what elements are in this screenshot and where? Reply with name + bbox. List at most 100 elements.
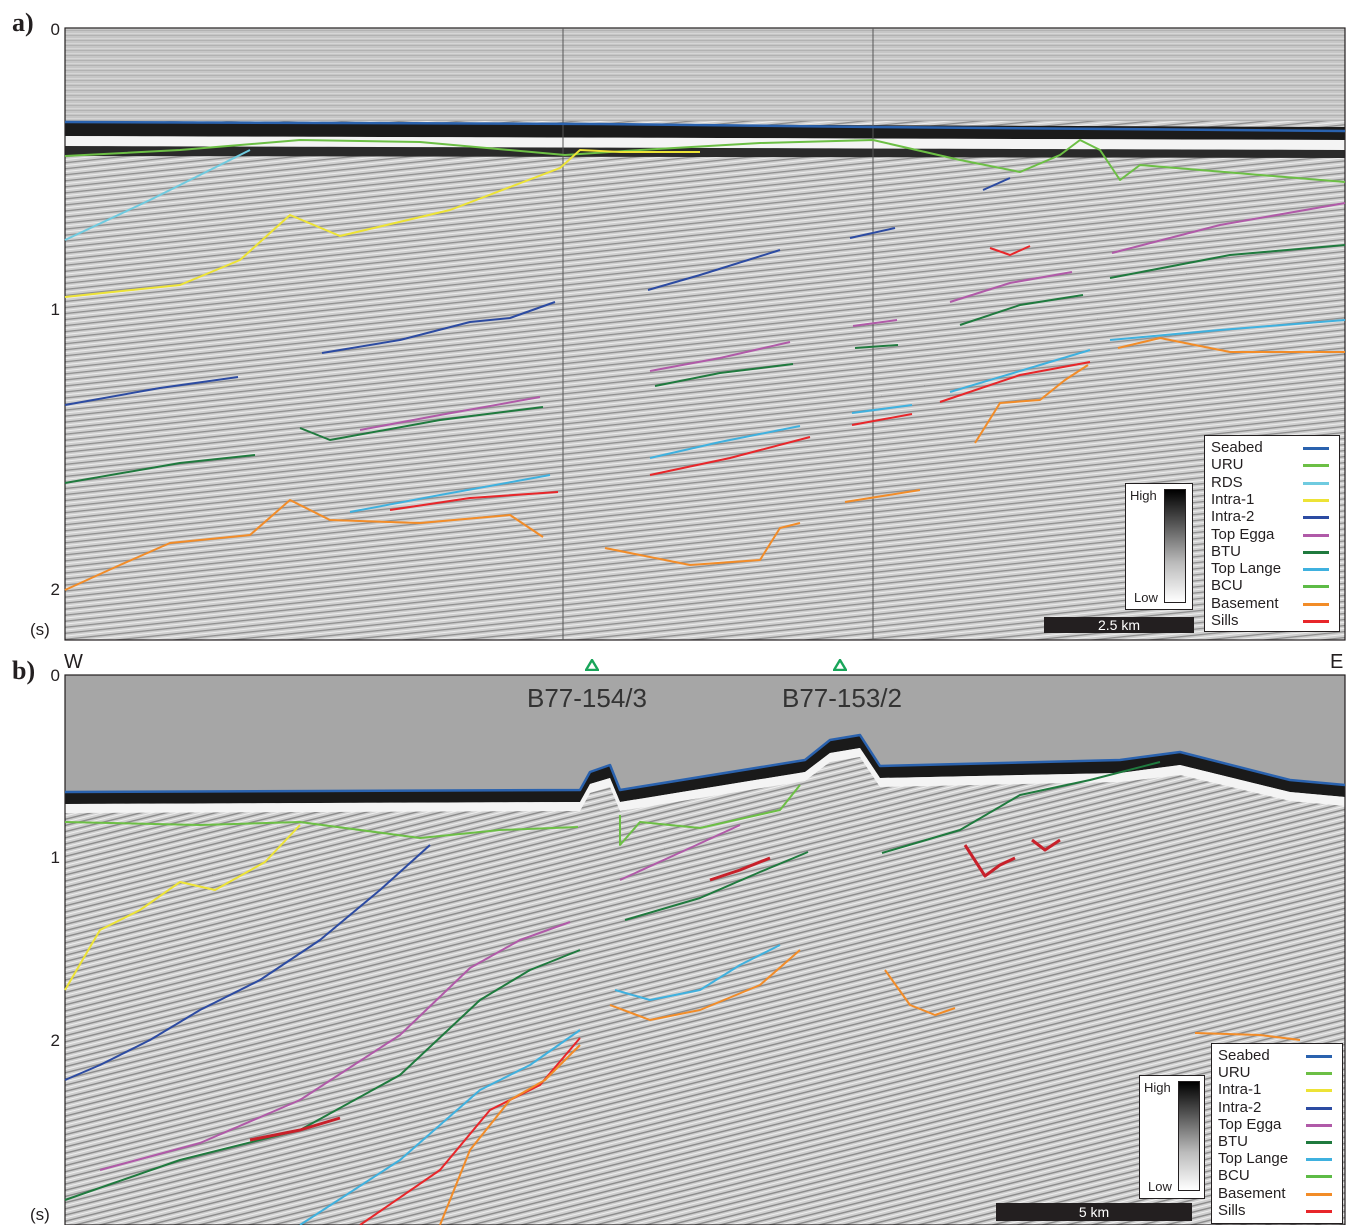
panel-a-colorbar-gradient <box>1164 489 1186 603</box>
horizon-btu-b3 <box>881 761 1161 854</box>
horizon-intra1-a <box>64 149 700 298</box>
horizon-btu-a1 <box>64 454 256 484</box>
legend-item: Seabed <box>1218 1047 1270 1064</box>
legend-item-label: BCU <box>1211 577 1243 595</box>
horizon-seabed-a <box>64 120 1346 133</box>
panel-a-tick-1: 1 <box>50 300 60 319</box>
horizon-basement-a2 <box>604 522 801 566</box>
panel-a-section <box>64 27 1346 641</box>
legend-item-label: Basement <box>1211 594 1279 612</box>
legend-swatch <box>1303 550 1329 554</box>
panel-b-colorbar: High Low <box>1139 1075 1205 1199</box>
legend-item-label: Top Lange <box>1218 1150 1289 1168</box>
horizon-sills-b5 <box>1031 838 1061 852</box>
horizon-intra2-a4 <box>849 227 896 239</box>
legend-item-label: BTU <box>1211 542 1241 560</box>
well-label-b77-154-3: B77-154/3 <box>527 683 647 713</box>
panel-b-legend: Seabed URU Intra-1 Intra-2 Top Egga BTU Top La… <box>1211 1043 1343 1224</box>
legend-swatch <box>1303 464 1329 468</box>
panel-a-legend: Seabed URU RDS Intra-1 Intra-2 Top Egga BTU Top… <box>1204 435 1340 632</box>
legend-item-label: BTU <box>1218 1133 1248 1150</box>
legend-item: BTU <box>1218 1133 1248 1150</box>
legend-item-label: RDS <box>1211 473 1243 491</box>
horizon-basement-b3 <box>884 969 956 1016</box>
horizon-btu-a3 <box>654 363 794 387</box>
panel-b-east-label: E <box>1330 651 1344 673</box>
horizon-toplange-a3 <box>851 404 913 414</box>
panel-b-unit: (s) <box>30 1205 50 1224</box>
legend-item: Top Lange <box>1218 1150 1288 1167</box>
legend-swatch <box>1306 1175 1332 1179</box>
panel-a-scale-bar: 2.5 km <box>1044 617 1194 633</box>
legend-item-label: Basement <box>1218 1184 1286 1202</box>
horizon-sills-b2 <box>249 1116 341 1142</box>
panel-a-letter: a) <box>12 8 34 37</box>
legend-swatch <box>1306 1158 1332 1162</box>
legend-item-label: Intra-1 <box>1218 1081 1262 1099</box>
horizon-topegga-a3 <box>852 319 898 327</box>
legend-swatch <box>1306 1106 1332 1110</box>
horizon-sills-a1 <box>389 491 559 511</box>
legend-item-label: Sills <box>1218 1201 1246 1219</box>
panel-a-colorbar-low: Low <box>1134 590 1158 605</box>
horizon-basement-a3 <box>844 489 921 503</box>
horizon-btu-a5 <box>959 294 1084 326</box>
legend-item: Basement <box>1211 595 1279 612</box>
panel-b-letter: b) <box>12 656 36 685</box>
legend-item-label: Seabed <box>1218 1047 1270 1064</box>
legend-item: Intra-1 <box>1211 491 1254 508</box>
horizon-uru-b2 <box>619 784 801 846</box>
panel-b-colorbar-gradient <box>1178 1081 1200 1191</box>
horizon-uru-b1 <box>64 821 579 839</box>
horizon-btu-a2 <box>299 406 544 441</box>
legend-item: Top Egga <box>1218 1116 1281 1133</box>
legend-swatch <box>1303 516 1329 520</box>
horizon-btu-b2 <box>624 851 809 921</box>
horizon-uru-a <box>64 139 1346 183</box>
horizon-intra2-a1 <box>64 376 239 406</box>
horizon-topegga-a4 <box>949 271 1073 303</box>
horizon-basement-a4 <box>974 364 1089 444</box>
panel-b-tick-1: 1 <box>50 848 60 867</box>
horizon-seabed-b <box>64 733 1346 794</box>
legend-item-label: Intra-2 <box>1218 1098 1262 1116</box>
panel-b-colorbar-high: High <box>1144 1080 1171 1095</box>
horizon-intra2-a3 <box>647 249 781 291</box>
horizon-topegga-a1 <box>359 396 541 431</box>
panel-a-colorbar: High Low <box>1125 483 1193 610</box>
legend-item-label: Sills <box>1211 612 1239 629</box>
panel-a-tick-0: 0 <box>50 20 60 39</box>
legend-item: Seabed <box>1211 439 1263 456</box>
legend-item-label: BCU <box>1218 1167 1250 1185</box>
panel-a-colorbar-high: High <box>1130 488 1157 503</box>
horizon-toplange-a4 <box>949 349 1091 393</box>
panel-b-tick-2: 2 <box>50 1031 60 1050</box>
well-label-b77-153-2: B77-153/2 <box>782 683 902 713</box>
horizon-basement-b1 <box>439 1044 581 1225</box>
legend-swatch <box>1306 1055 1332 1058</box>
horizon-toplange-b2 <box>614 944 781 1001</box>
legend-swatch <box>1306 1141 1332 1144</box>
legend-item-label: Seabed <box>1211 439 1263 456</box>
legend-item: Sills <box>1211 612 1239 629</box>
legend-swatch <box>1303 620 1329 623</box>
horizon-topegga-b2 <box>619 824 741 881</box>
panel-b-west-label: W <box>64 651 83 673</box>
horizon-basement-b4 <box>1194 1032 1301 1041</box>
legend-swatch <box>1306 1072 1332 1076</box>
panel-b-scale-bar: 5 km <box>996 1203 1192 1221</box>
panel-b-tick-0: 0 <box>50 666 60 685</box>
horizon-intra2-a2 <box>321 301 556 354</box>
legend-item: BTU <box>1211 543 1241 560</box>
horizon-sills-a3 <box>851 413 913 426</box>
panel-a-tick-2: 2 <box>50 580 60 599</box>
legend-item: Sills <box>1218 1202 1246 1219</box>
panel-b-section <box>64 674 1346 1225</box>
horizon-sills-b3 <box>709 856 771 882</box>
legend-swatch <box>1303 533 1329 537</box>
legend-item: RDS <box>1211 474 1243 491</box>
legend-item: Top Egga <box>1211 526 1274 543</box>
horizon-toplange-a5 <box>1109 319 1346 341</box>
horizon-sills-a2 <box>649 436 811 476</box>
